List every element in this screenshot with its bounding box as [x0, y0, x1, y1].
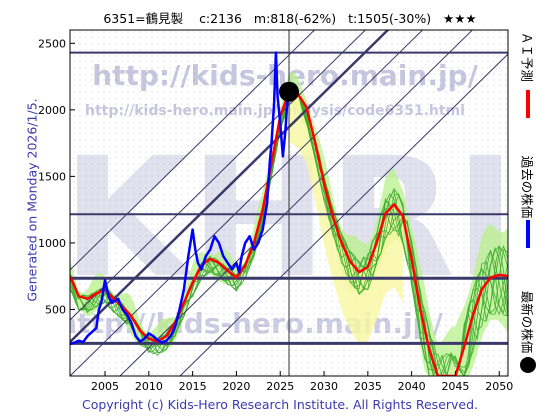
trend-line	[119, 30, 474, 376]
axes: 2005 2010 2015 2020 2025 2030 2035 2040 2045 2050…	[38, 37, 513, 393]
target-price-stat: t:1505(-30%)	[348, 11, 432, 26]
stock-code-name: 6351=鶴見製	[103, 11, 184, 26]
chart-title: 6351=鶴見製 c:2136 m:818(-62%) t:1505(-30%)…	[70, 8, 510, 27]
x-tick-label: 2050	[485, 380, 513, 393]
x-tick-label: 2020	[222, 380, 250, 393]
copyright-footer: Copyright (c) Kids-Hero Research Institu…	[81, 397, 479, 412]
x-tick-label: 2015	[179, 380, 207, 393]
y-tick-label: 1500	[38, 170, 66, 183]
latest-price-marker	[279, 81, 299, 102]
x-tick-label: 2045	[441, 380, 469, 393]
x-tick-label: 2010	[135, 380, 163, 393]
plot-frame	[69, 29, 509, 377]
x-tick-label: 2040	[398, 380, 426, 393]
past-price-line	[70, 51, 291, 346]
watermark-url-small: http://kids-hero.main.jp/analysis/code63…	[85, 103, 465, 119]
min-price-stat: m:818(-62%)	[253, 11, 337, 26]
y-tick-label: 500	[45, 303, 66, 316]
y-tick-label: 2500	[38, 37, 66, 50]
y-tick-label: 1000	[38, 237, 66, 250]
x-tick-label: 2005	[91, 380, 119, 393]
x-tick-label: 2030	[310, 380, 338, 393]
x-tick-label: 2025	[266, 380, 294, 393]
x-tick-label: 2035	[354, 380, 382, 393]
legend-latest-swatch	[520, 357, 536, 373]
rating-stars: ★★★	[443, 11, 477, 26]
current-price: c:2136	[199, 11, 242, 26]
latest-marker-layer	[279, 81, 299, 102]
y-tick-label: 2000	[38, 104, 66, 117]
